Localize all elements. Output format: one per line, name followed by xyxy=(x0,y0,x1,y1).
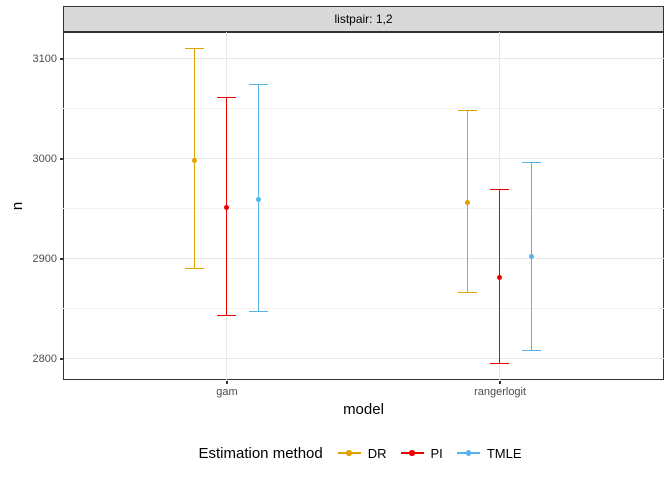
legend-key-icon xyxy=(400,446,424,460)
x-tick-label-gam: gam xyxy=(216,386,238,398)
legend-key-icon xyxy=(337,446,361,460)
x-tick-mark xyxy=(226,380,228,384)
point-estimate xyxy=(191,157,198,164)
legend-items: DR PI TMLE xyxy=(331,446,529,461)
legend: Estimation method DR PI TMLE xyxy=(63,443,664,463)
point-estimate xyxy=(255,196,262,203)
errorbar-cap-upper xyxy=(522,161,542,164)
errorbar-cap-lower xyxy=(490,362,510,365)
legend-item-label: DR xyxy=(367,445,387,461)
errorbar-cap-lower xyxy=(184,267,204,270)
errorbar-cap-lower xyxy=(522,349,542,352)
legend-key-dot xyxy=(346,450,352,456)
errorbar-cap-lower xyxy=(216,314,236,317)
legend-item-label: TMLE xyxy=(486,445,522,461)
gridline-minor-y2850 xyxy=(62,308,664,309)
y-tick-mark xyxy=(60,158,64,160)
y-tick-label: 2800 xyxy=(32,353,57,365)
x-axis-title: model xyxy=(343,401,384,418)
gridline-minor-y2950 xyxy=(62,208,664,209)
legend-title: Estimation method xyxy=(198,444,323,462)
errorbar-cap-upper xyxy=(458,109,478,112)
legend-key-dot xyxy=(409,450,415,456)
y-tick-mark xyxy=(60,58,64,60)
gridline-major-y2900 xyxy=(62,258,664,259)
y-tick-label: 3000 xyxy=(32,153,57,165)
errorbar-cap-upper xyxy=(184,47,204,50)
y-tick-mark xyxy=(60,258,64,260)
legend-key-dot xyxy=(465,450,472,456)
facet-strip: listpair: 1,2 xyxy=(63,6,664,32)
legend-item-TMLE: TMLE xyxy=(456,445,522,461)
plot-area xyxy=(62,31,664,380)
legend-item-PI: PI xyxy=(400,445,443,461)
legend-item-DR: DR xyxy=(337,445,387,461)
gridline-minor-y3050 xyxy=(62,108,664,109)
point-estimate xyxy=(464,199,471,206)
legend-key-icon xyxy=(456,446,480,460)
point-estimate xyxy=(528,253,535,260)
y-tick-mark xyxy=(60,358,64,360)
legend-item-label: PI xyxy=(430,445,443,461)
x-tick-label-rangerlogit: rangerlogit xyxy=(474,386,527,398)
errorbar-cap-lower xyxy=(458,291,478,294)
errorbar-cap-lower xyxy=(248,310,268,313)
y-axis-title: n xyxy=(9,201,26,211)
y-tick-label: 3100 xyxy=(32,53,57,65)
x-tick-mark xyxy=(499,380,501,384)
point-estimate xyxy=(496,274,503,281)
errorbar-cap-upper xyxy=(216,96,236,99)
gridline-major-y3000 xyxy=(62,158,664,159)
gridline-major-y2800 xyxy=(62,358,664,359)
y-tick-label: 2900 xyxy=(32,253,57,265)
facet-strip-label: listpair: 1,2 xyxy=(334,12,393,26)
plot-panel xyxy=(62,31,664,380)
gridline-major-y3100 xyxy=(62,58,664,59)
point-estimate xyxy=(223,204,230,211)
errorbar-cap-upper xyxy=(248,83,268,86)
errorbar-cap-upper xyxy=(490,188,510,191)
